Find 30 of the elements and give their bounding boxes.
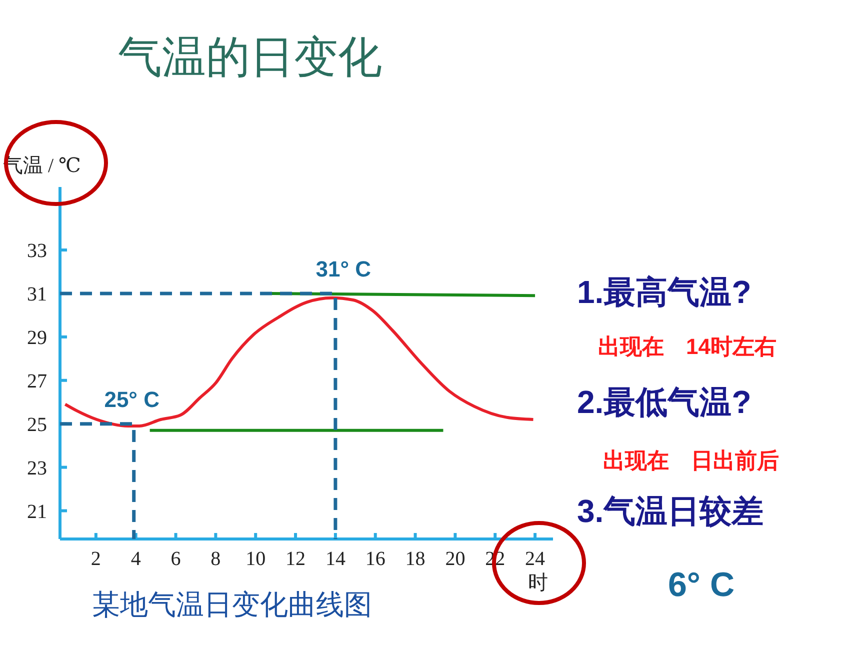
x-tick-label: 16 (365, 548, 386, 570)
annotation: 25° C (104, 386, 160, 412)
y-tick-label: 21 (27, 500, 47, 523)
x-tick-label: 6 (170, 548, 181, 570)
text: 出现在 14时左右 (598, 334, 776, 359)
x-tick-label: 20 (445, 548, 466, 570)
y-tick-label: 23 (27, 457, 47, 480)
x-tick-label: 18 (405, 548, 426, 570)
x-tick-label: 24 (525, 548, 546, 570)
y-tick-label: 31 (27, 283, 47, 306)
text: 出现在 日出前后 (603, 448, 779, 473)
x-tick-label: 12 (286, 548, 306, 570)
x-tick-label: 14 (325, 548, 346, 570)
y-tick-label: 25 (27, 414, 47, 436)
line-series (64, 296, 535, 428)
y-tick-label: 29 (27, 326, 47, 349)
y-tick-label: 27 (27, 370, 47, 392)
x-tick-label: 10 (246, 548, 266, 570)
text: 6° C (668, 566, 735, 604)
text: 1.最高气温? (577, 274, 752, 310)
text: 某地气温日变化曲线图 (92, 589, 372, 620)
text: 2.最低气温? (577, 384, 752, 420)
y-tick-label: 33 (27, 240, 47, 262)
annotation: 31° C (316, 256, 372, 282)
text: 3.气温日较差 (577, 493, 764, 529)
x-tick-label: 8 (210, 548, 221, 570)
x-tick-label: 4 (130, 548, 141, 570)
x-axis-title: 时 (528, 572, 548, 594)
chart-title: 气温的日变化 (118, 33, 382, 82)
x-tick-label: 2 (90, 548, 101, 570)
